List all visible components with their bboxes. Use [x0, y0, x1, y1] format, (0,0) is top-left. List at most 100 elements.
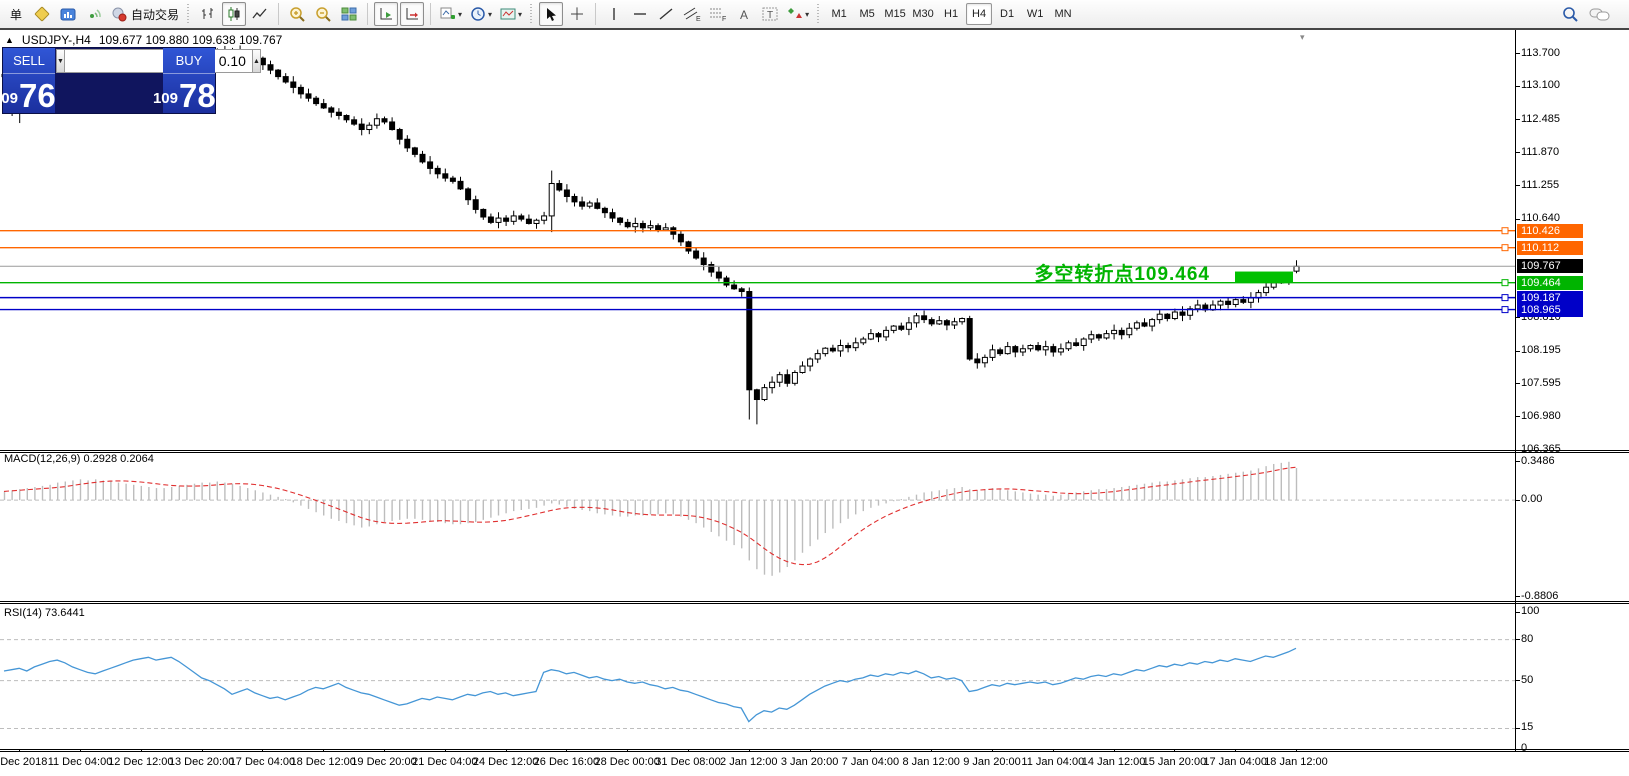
candle-body[interactable]	[563, 189, 570, 197]
templates-button[interactable]: ▾	[497, 2, 525, 26]
candle-body[interactable]	[769, 381, 776, 389]
tf-d1[interactable]: D1	[1000, 8, 1015, 20]
candle-body[interactable]	[472, 199, 479, 210]
candle-body[interactable]	[1263, 286, 1270, 294]
zoom-out-button[interactable]	[311, 2, 335, 26]
equidistant-channel-button[interactable]: E	[680, 2, 704, 26]
candle-body[interactable]	[1027, 345, 1034, 350]
candle-body[interactable]	[389, 121, 396, 131]
bar-chart-button[interactable]	[196, 2, 220, 26]
candle-body[interactable]	[883, 329, 890, 338]
candle-body[interactable]	[753, 389, 760, 401]
candle-body[interactable]	[275, 69, 282, 78]
candle-body[interactable]	[396, 129, 403, 140]
auto-scroll-button[interactable]	[374, 2, 399, 26]
tf-w1[interactable]: W1	[1026, 8, 1044, 20]
line-chart-button[interactable]	[248, 2, 272, 26]
candle-body[interactable]	[313, 97, 320, 105]
candle-body[interactable]	[427, 161, 434, 169]
candle-body[interactable]	[655, 225, 662, 231]
candle-body[interactable]	[1164, 313, 1171, 320]
candle-body[interactable]	[1126, 327, 1133, 336]
candle-body[interactable]	[1149, 319, 1156, 327]
candle-body[interactable]	[480, 208, 487, 218]
candle-body[interactable]	[784, 374, 791, 384]
candle-body[interactable]	[1156, 313, 1163, 321]
candle-body[interactable]	[738, 288, 745, 293]
candle-body[interactable]	[1217, 300, 1224, 306]
candle-body[interactable]	[1004, 346, 1011, 355]
candle-body[interactable]	[860, 338, 867, 344]
candle-body[interactable]	[297, 86, 304, 95]
level-handle[interactable]	[1501, 244, 1509, 252]
macd-signal-line[interactable]	[3, 466, 1297, 566]
candle-body[interactable]	[1057, 348, 1064, 353]
candle-body[interactable]	[746, 291, 753, 391]
candle-body[interactable]	[541, 215, 548, 221]
candle-body[interactable]	[366, 124, 373, 131]
periods-button[interactable]: ▾	[467, 2, 495, 26]
tf-m30[interactable]: M30	[912, 8, 934, 20]
tf-m1[interactable]: M1	[831, 8, 847, 20]
candle-body[interactable]	[358, 123, 365, 131]
candle-body[interactable]	[875, 333, 882, 338]
candle-body[interactable]	[951, 321, 958, 326]
candle-body[interactable]	[700, 257, 707, 266]
candle-body[interactable]	[1103, 333, 1110, 339]
candle-body[interactable]	[928, 319, 935, 325]
volume-increase-button[interactable]: ▲	[251, 49, 261, 73]
candle-body[interactable]	[259, 57, 266, 66]
candle-body[interactable]	[867, 333, 874, 340]
zoom-in-button[interactable]	[285, 2, 309, 26]
candle-body[interactable]	[662, 227, 669, 231]
candle-body[interactable]	[708, 264, 715, 273]
candle-body[interactable]	[601, 207, 608, 214]
candle-body[interactable]	[1270, 282, 1277, 288]
candle-body[interactable]	[639, 222, 646, 229]
subchart-collapse-icon[interactable]: ▾	[1300, 32, 1305, 42]
candle-body[interactable]	[677, 233, 684, 243]
search-icon[interactable]	[1562, 6, 1579, 23]
sell-button[interactable]: SELL 109 76 7	[0, 48, 65, 113]
candle-body[interactable]	[267, 64, 274, 71]
vertical-line-button[interactable]	[602, 2, 626, 26]
candle-body[interactable]	[518, 215, 525, 220]
buy-button[interactable]: BUY 109 78 6	[153, 48, 225, 113]
candle-body[interactable]	[1141, 322, 1148, 327]
chart-shift-button[interactable]	[400, 2, 425, 26]
candle-body[interactable]	[1080, 338, 1087, 347]
candle-body[interactable]	[715, 271, 722, 279]
level-handle[interactable]	[1501, 306, 1509, 314]
market-order-icon[interactable]	[30, 2, 54, 26]
rsi-indicator[interactable]	[0, 639, 1515, 729]
candle-body[interactable]	[913, 315, 920, 324]
candle-body[interactable]	[981, 356, 988, 364]
arrows-button[interactable]: ▾	[784, 2, 812, 26]
candle-body[interactable]	[723, 277, 730, 286]
candle-body[interactable]	[997, 349, 1004, 355]
candle-body[interactable]	[579, 201, 586, 207]
candle-body[interactable]	[510, 215, 517, 222]
volume-decrease-button[interactable]: ▼	[56, 49, 65, 73]
candle-body[interactable]	[282, 76, 289, 83]
candle-body[interactable]	[351, 119, 358, 125]
candle-body[interactable]	[495, 217, 502, 223]
candle-body[interactable]	[571, 195, 578, 203]
macd-indicator[interactable]	[0, 461, 1515, 576]
candle-body[interactable]	[943, 320, 950, 326]
candle-body[interactable]	[381, 118, 388, 123]
candle-body[interactable]	[1194, 304, 1201, 310]
volume-input[interactable]	[64, 49, 252, 73]
candle-body[interactable]	[525, 218, 532, 224]
candle-body[interactable]	[1012, 346, 1019, 353]
candle-body[interactable]	[829, 347, 836, 352]
candle-body[interactable]	[1118, 329, 1125, 336]
candle-body[interactable]	[343, 114, 350, 121]
candle-body[interactable]	[1133, 322, 1140, 329]
candle-body[interactable]	[1095, 334, 1102, 339]
candle-body[interactable]	[548, 183, 555, 217]
signals-icon[interactable]	[82, 2, 106, 26]
candle-body[interactable]	[1187, 308, 1194, 316]
highlight-box[interactable]	[1235, 271, 1293, 283]
